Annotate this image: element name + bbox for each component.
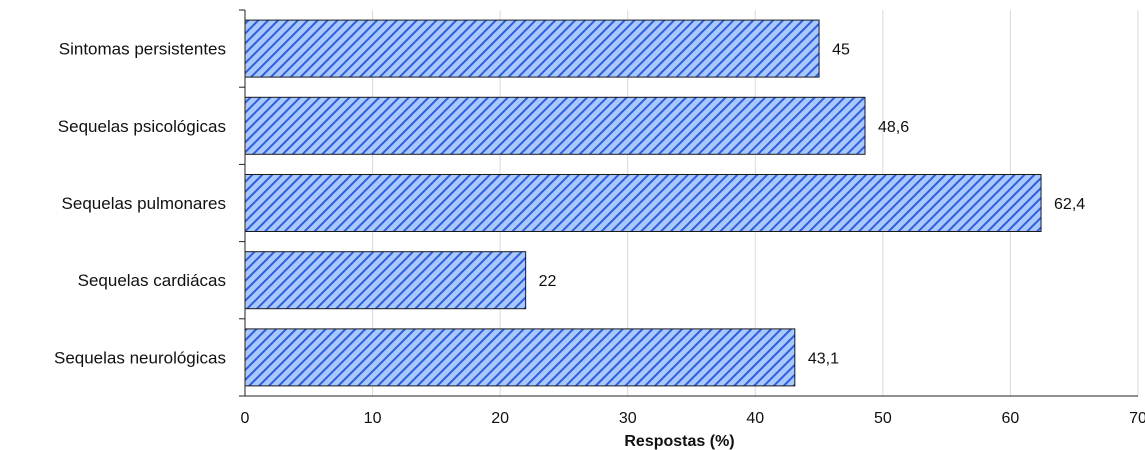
labels: 0 10 20 30 40 50 60 70 Sintomas persistentes 45 Se… [54, 40, 1145, 427]
x-tick-label: 60 [1002, 410, 1020, 427]
x-tick-label: 10 [364, 410, 382, 427]
bar [244, 19, 820, 78]
bar [244, 251, 527, 310]
category-label: Sintomas persistentes [59, 40, 226, 59]
x-axis-title: Respostas (%) [624, 433, 734, 450]
value-label: 62,4 [1054, 196, 1085, 213]
value-label: 45 [832, 42, 850, 59]
bar [244, 96, 866, 155]
x-tick-label: 70 [1129, 410, 1145, 427]
bar [244, 328, 796, 387]
bars [244, 19, 1042, 387]
x-tick-label: 50 [874, 410, 892, 427]
x-tick-label: 0 [241, 410, 250, 427]
bar [244, 174, 1042, 232]
category-label: Sequelas psicológicas [58, 117, 226, 136]
category-label: Sequelas neurológicas [54, 348, 226, 367]
category-label: Sequelas pulmonares [62, 194, 226, 213]
x-tick-label: 20 [491, 410, 509, 427]
value-label: 43,1 [808, 350, 839, 367]
x-tick-label: 30 [619, 410, 637, 427]
category-label: Sequelas cardiácas [78, 271, 226, 290]
value-label: 48,6 [878, 119, 909, 136]
axes [239, 9, 1138, 397]
x-tick-label: 40 [746, 410, 764, 427]
value-label: 22 [539, 273, 557, 290]
